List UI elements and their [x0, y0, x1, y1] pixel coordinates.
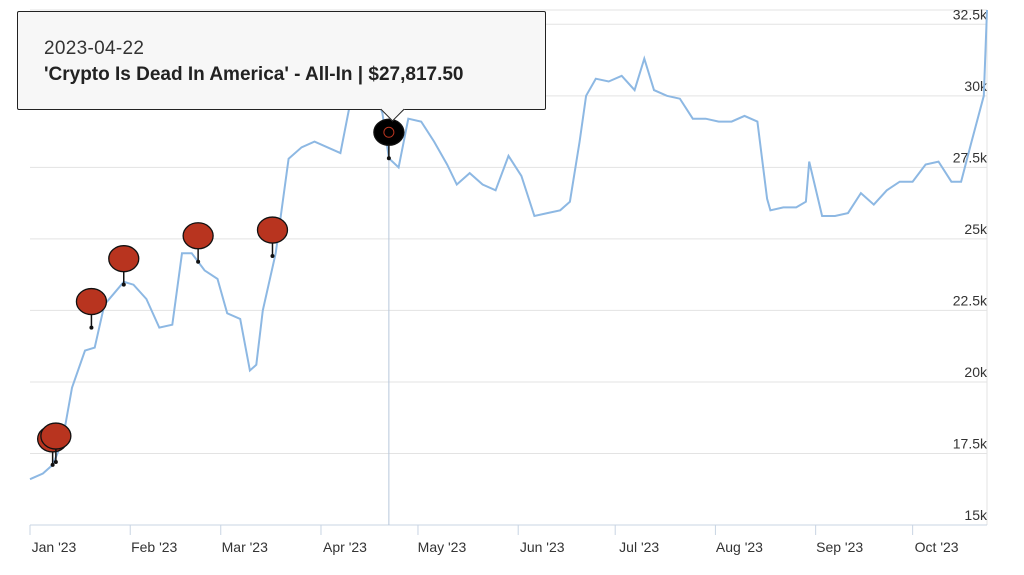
x-tick-label: Apr '23 [323, 539, 367, 555]
tooltip-date: 2023-04-22 [44, 38, 145, 59]
x-tick-label: Jun '23 [520, 539, 565, 555]
y-tick-label: 15k [964, 507, 988, 523]
price-series-line[interactable] [29, 9, 988, 481]
y-tick-label: 27.5k [953, 149, 988, 165]
x-tick-label: Sep '23 [816, 539, 863, 555]
tooltip: 2023-04-22 'Crypto Is Dead In America' -… [17, 11, 546, 122]
y-tick-label: 32.5k [953, 6, 988, 22]
event-marker[interactable] [256, 216, 289, 259]
event-marker[interactable] [75, 287, 108, 330]
x-tick-label: Jul '23 [619, 539, 659, 555]
event-markers [36, 118, 405, 467]
x-tick-label: Mar '23 [222, 539, 268, 555]
x-tick-label: May '23 [418, 539, 467, 555]
y-axis-ticks: 15k 17.5k 20k 22.5k 25k 27.5k 30k 32.5k [953, 6, 988, 523]
y-tick-label: 17.5k [953, 435, 988, 451]
x-tick-label: Aug '23 [716, 539, 763, 555]
tooltip-text: 'Crypto Is Dead In America' - All-In | $… [44, 64, 464, 85]
y-tick-label: 20k [964, 364, 988, 380]
y-tick-label: 25k [964, 221, 988, 237]
event-marker[interactable] [373, 118, 405, 161]
event-marker[interactable] [182, 222, 214, 264]
x-tick-label: Jan '23 [32, 539, 77, 555]
x-axis-ticks: Jan '23 Feb '23 Mar '23 Apr '23 May '23 Jun '… [29, 525, 959, 555]
y-tick-label: 22.5k [953, 292, 988, 308]
event-marker[interactable] [108, 245, 140, 287]
event-marker[interactable] [40, 422, 72, 465]
x-tick-label: Feb '23 [131, 539, 177, 555]
y-tick-label: 30k [964, 78, 988, 94]
x-tick-label: Oct '23 [915, 539, 959, 555]
